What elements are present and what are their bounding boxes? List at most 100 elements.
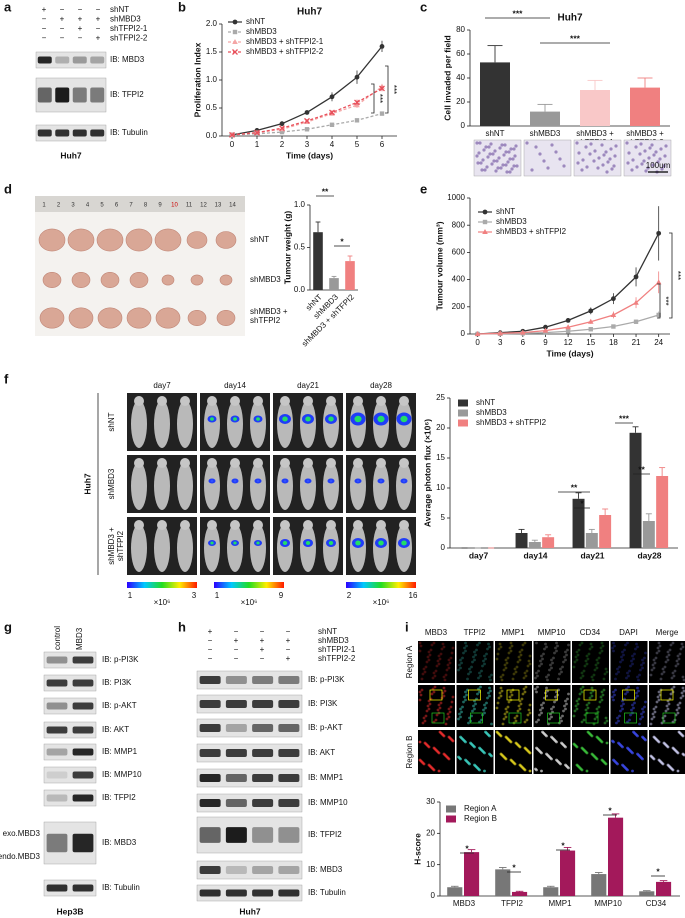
cell bbox=[585, 165, 589, 169]
ihc-signal bbox=[600, 641, 604, 645]
cell bbox=[505, 170, 509, 174]
significance: *** bbox=[570, 33, 581, 43]
mouse bbox=[131, 400, 147, 448]
ihc-signal bbox=[615, 721, 618, 725]
ihc-signal bbox=[488, 694, 491, 698]
ihc-signal bbox=[459, 666, 462, 670]
ihc-signal bbox=[470, 665, 473, 669]
sign: + bbox=[78, 24, 83, 33]
ihc-signal bbox=[503, 663, 507, 667]
ihc-signal bbox=[580, 720, 584, 724]
ihc-signal bbox=[418, 649, 422, 653]
ihc-signal bbox=[666, 658, 670, 662]
signal-core bbox=[400, 415, 408, 423]
ihc-signal bbox=[561, 714, 564, 718]
ihc-signal bbox=[652, 658, 656, 662]
blot-strip bbox=[196, 860, 303, 880]
bar bbox=[447, 887, 463, 896]
blot-strip bbox=[43, 743, 97, 761]
band bbox=[199, 774, 221, 782]
signal-core bbox=[233, 541, 237, 545]
ihc-signal bbox=[675, 659, 679, 663]
cell bbox=[659, 147, 663, 151]
mouse-head bbox=[230, 458, 240, 468]
band bbox=[278, 889, 300, 897]
band bbox=[72, 87, 87, 103]
ihc-signal bbox=[418, 690, 422, 694]
band bbox=[278, 724, 300, 732]
ihc-signal bbox=[508, 695, 512, 699]
chart-title: Huh7 bbox=[297, 7, 322, 18]
ihc-signal bbox=[466, 677, 469, 681]
mouse bbox=[300, 524, 316, 572]
y-tick-label: 1.0 bbox=[206, 75, 218, 84]
blot-strip bbox=[43, 789, 97, 807]
ihc-signal bbox=[553, 651, 556, 655]
ihc-signal bbox=[617, 670, 620, 674]
mouse-head bbox=[399, 396, 409, 406]
ihc-signal bbox=[518, 658, 522, 662]
y-tick-label: 25 bbox=[436, 393, 445, 402]
ihc-signal bbox=[651, 663, 655, 667]
ihc-signal bbox=[476, 692, 479, 696]
ihc-signal bbox=[514, 741, 518, 745]
ruler-number: 13 bbox=[215, 203, 222, 209]
ruler-number: 10 bbox=[171, 203, 178, 209]
signal-core bbox=[210, 479, 214, 483]
ihc-signal bbox=[438, 730, 442, 734]
sign: − bbox=[60, 34, 65, 43]
sign: − bbox=[96, 24, 101, 33]
y-tick-label: 0.5 bbox=[294, 243, 306, 252]
ihc-signal bbox=[516, 709, 520, 713]
ihc-signal bbox=[473, 707, 476, 711]
ihc-signal bbox=[680, 691, 684, 695]
ihc-signal bbox=[575, 707, 579, 711]
ihc-signal bbox=[574, 704, 578, 708]
point bbox=[610, 296, 616, 302]
cell bbox=[479, 161, 483, 165]
ihc-signal bbox=[640, 712, 643, 716]
cell bbox=[498, 146, 502, 150]
band bbox=[46, 679, 68, 687]
ihc-signal bbox=[499, 752, 503, 756]
ihc-tile bbox=[495, 685, 532, 727]
ihc-signal bbox=[448, 710, 452, 714]
ihc-signal bbox=[424, 714, 428, 718]
mouse-head bbox=[303, 396, 313, 406]
legend-swatch bbox=[446, 815, 456, 823]
ihc-signal bbox=[615, 672, 618, 676]
significance: *** bbox=[673, 271, 682, 280]
day-label: day7 bbox=[153, 381, 171, 390]
y-tick-label: 5 bbox=[441, 513, 446, 522]
ihc-signal bbox=[579, 687, 583, 691]
band bbox=[46, 794, 68, 802]
y-tick-label: 200 bbox=[452, 302, 466, 311]
ihc-signal bbox=[523, 641, 527, 645]
cell bbox=[651, 163, 655, 167]
mouse bbox=[154, 524, 170, 572]
legend-swatch bbox=[446, 805, 456, 813]
ihc-signal bbox=[575, 650, 579, 654]
sign: + bbox=[208, 627, 213, 636]
ihc-signal bbox=[621, 707, 624, 711]
band bbox=[252, 700, 274, 708]
point bbox=[588, 308, 594, 314]
roi-box bbox=[545, 689, 558, 701]
ihc-signal bbox=[479, 685, 482, 689]
panel-letter: b bbox=[178, 0, 186, 14]
row-label: Region B bbox=[405, 736, 414, 769]
cell bbox=[577, 151, 581, 155]
cell bbox=[513, 154, 517, 158]
ihc-signal bbox=[628, 718, 631, 722]
ihc-signal bbox=[664, 660, 668, 664]
antibody-label: IB: AKT bbox=[308, 748, 335, 757]
legend-label: shNT bbox=[476, 398, 495, 407]
y-tick-label: 20 bbox=[436, 423, 445, 432]
band bbox=[72, 794, 94, 802]
ihc-signal bbox=[486, 647, 489, 651]
mouse-head bbox=[326, 458, 336, 468]
signal-core bbox=[401, 540, 407, 546]
ruler-number: 2 bbox=[57, 203, 61, 209]
ihc-signal bbox=[638, 722, 641, 726]
ihc-signal bbox=[545, 686, 548, 690]
